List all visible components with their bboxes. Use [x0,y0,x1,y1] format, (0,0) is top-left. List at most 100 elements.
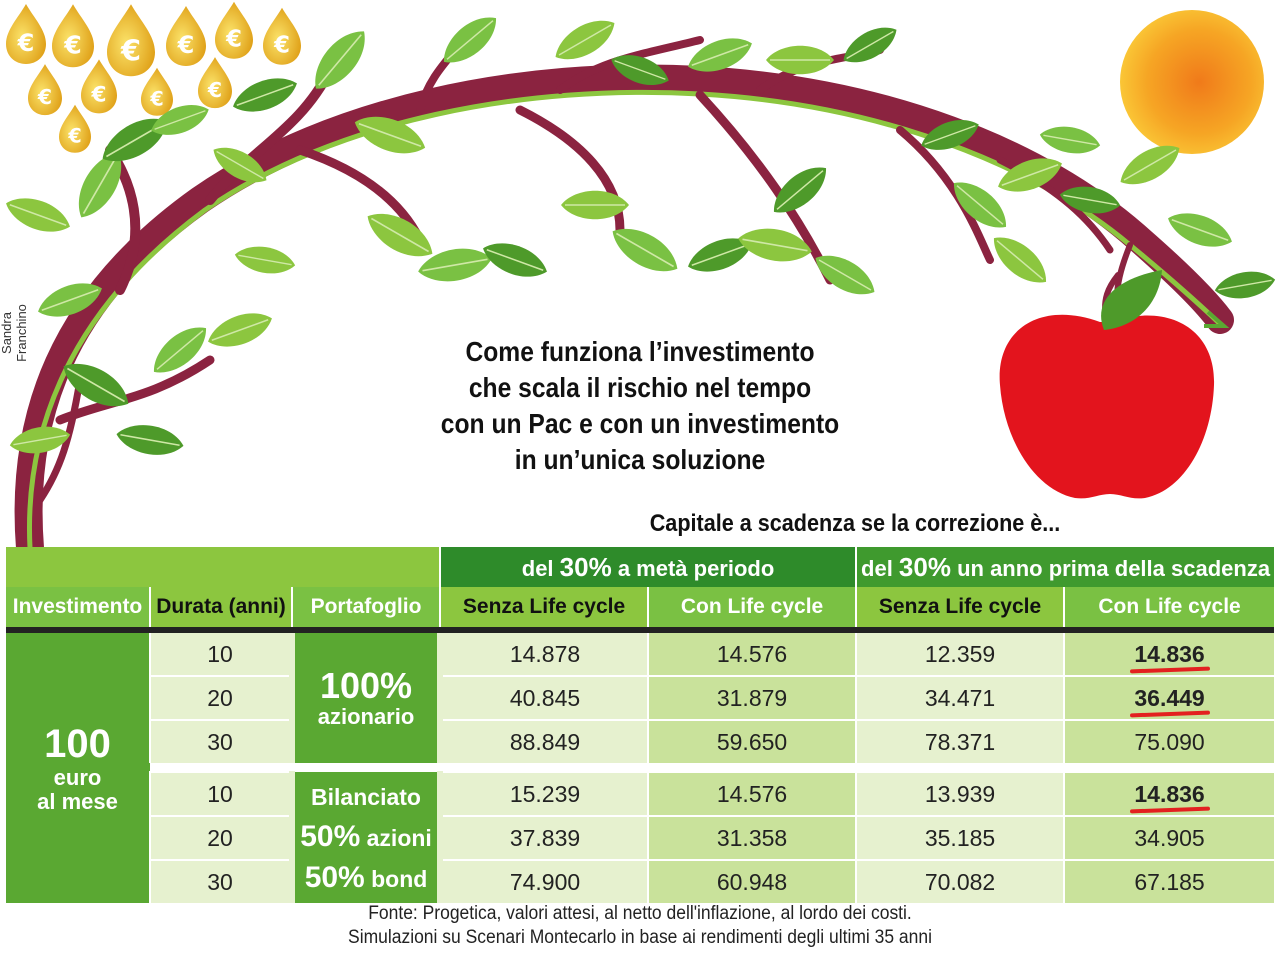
leaf-icon [208,313,272,347]
leaf-icon [443,17,497,63]
table-row: 100 euro al mese 10 100% azionario 14.87… [6,629,1275,903]
svg-text:€: € [149,87,163,110]
duration-cell: 30 [149,859,292,903]
value-cell: 35.185 [855,815,1065,860]
group-header-year-before: del 30% un anno prima della scadenza [855,547,1275,587]
euro-drop-icon: € [59,104,91,153]
table-row: 10 Bilanciato 50% azioni 50% bond 15.239… [6,771,1275,903]
sun-icon [1120,10,1264,154]
table-row: 20 40.845 31.879 34.471 36.449 [6,675,1275,720]
value-cell-highlighted: 14.836 [1063,629,1275,676]
apple-icon [999,270,1215,499]
euro-drop-icon: € [52,4,94,68]
photo-credit: Sandra Franchino [0,304,29,362]
growth-arrow [27,89,1221,551]
svg-text:€: € [63,31,82,60]
value-cell: 31.879 [647,675,857,720]
leaf-icon [921,120,979,150]
duration-cell: 20 [149,675,292,720]
leaf-icon [1168,213,1232,247]
duration-cell: 30 [149,719,292,763]
leaf-icon [9,426,71,454]
value-cell-highlighted: 14.836 [1063,771,1275,816]
leaf-icon [418,248,492,282]
leaf-icon [773,167,827,213]
leaf-icon [998,158,1062,192]
table-row: 20 37.839 31.358 35.185 34.905 [6,815,1275,860]
leaf-icon [688,38,752,72]
table-row: 30 74.900 60.948 70.082 67.185 [6,859,1275,903]
leaf-icon [38,283,102,317]
value-cell: 40.845 [439,675,649,720]
duration-cell: 10 [149,629,292,676]
euro-drops: € € € € € € € € € € € [6,1,301,153]
svg-text:€: € [207,78,222,102]
leaf-icon [1214,271,1276,299]
leaf-icon [611,55,669,85]
euro-drop-icon: € [28,64,62,116]
leaf-icon [116,425,184,455]
page-title: Come funziona l’investimento che scala i… [411,334,869,478]
column-header-senza-2: Senza Life cycle [855,587,1065,633]
svg-text:€: € [37,85,52,109]
column-header-con-2: Con Life cycle [1063,587,1275,633]
svg-text:€: € [67,124,81,147]
leaf-icon [233,78,297,112]
value-cell-highlighted: 36.449 [1063,675,1275,720]
leaf-icon [843,27,897,63]
leaf-icon [953,182,1007,228]
svg-text:€: € [273,32,290,58]
euro-drop-icon: € [107,4,155,77]
leaf-icon [354,116,426,154]
value-cell: 13.939 [855,771,1065,816]
leaf-icon [483,243,547,277]
euro-drop-icon: € [81,59,117,114]
leaf-icon [234,246,296,274]
column-header-con-1: Con Life cycle [647,587,857,633]
group-header-midpoint: del 30% a metà periodo [439,547,857,587]
value-cell: 31.358 [647,815,857,860]
source-note: Fonte: Progetica, valori attesi, al nett… [281,902,999,950]
leaf-icon [1059,186,1121,214]
value-cell: 78.371 [855,719,1065,763]
value-cell: 37.839 [439,815,649,860]
tree-trunk [14,64,1234,562]
leaf-icon [738,228,812,262]
leaf-icon [151,105,209,135]
header-empty [6,547,441,587]
table-row: 30 88.849 59.650 78.371 75.090 [6,719,1275,763]
leaf-icon [555,20,615,60]
leaf-icon [612,228,678,272]
value-cell: 59.650 [647,719,857,763]
euro-drop-icon: € [198,57,232,109]
leaf-icon [367,213,433,257]
value-cell: 14.576 [647,771,857,816]
value-cell: 60.948 [647,859,857,903]
leaf-icon [315,31,365,89]
leaf-icon [78,152,122,218]
leaf-icon [688,238,752,272]
arrow-head-icon [1204,310,1230,328]
title-line-3: con un Pac e con un investimento [440,408,840,439]
svg-text:€: € [177,31,195,59]
column-header-senza-1: Senza Life cycle [439,587,649,633]
investment-cell: 100 euro al mese [6,630,150,903]
source-line-2: Simulazioni su Scenari Montecarlo in bas… [348,927,932,948]
leaf-icon [561,190,629,220]
portfolio-cell-balanced: Bilanciato 50% azioni 50% bond [288,772,444,903]
euro-drop-icon: € [141,67,173,116]
title-line-2: che scala il rischio nel tempo [468,372,812,403]
euro-drop-icon: € [215,1,253,59]
leaf-icon [6,198,70,232]
euro-drop-icon: € [263,7,301,65]
table-subtitle: Capitale a scadenza se la correzione è..… [649,510,1061,537]
leaf-icon [1039,126,1101,154]
title-line-1: Come funziona l’investimento [465,336,815,367]
leaf-icon [213,147,267,183]
value-cell: 14.878 [439,629,649,676]
leaf-icon [993,237,1047,283]
duration-cell: 10 [149,771,292,816]
value-cell: 34.905 [1063,815,1275,860]
value-cell: 34.471 [855,675,1065,720]
